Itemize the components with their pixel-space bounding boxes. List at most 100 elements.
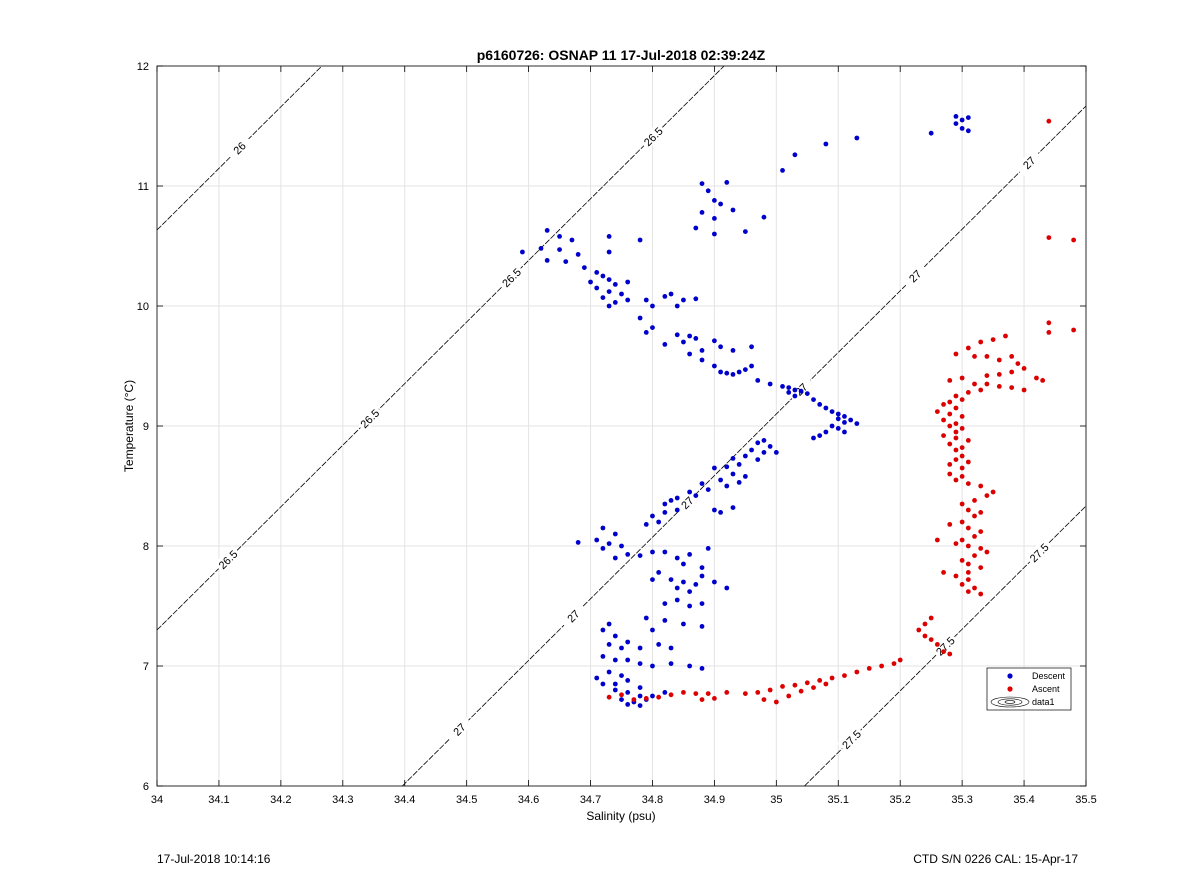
- isopycnal-label-bg: [1024, 538, 1053, 567]
- point-descent: [773, 450, 779, 455]
- point-descent: [842, 414, 847, 419]
- point-ascent: [922, 633, 928, 639]
- legend-marker-ascent: [1007, 686, 1013, 692]
- point-ascent: [934, 537, 940, 543]
- point-descent: [557, 234, 562, 239]
- point-ascent: [965, 345, 971, 351]
- point-ascent: [842, 673, 847, 678]
- point-ascent: [916, 627, 922, 633]
- point-descent: [724, 585, 730, 591]
- point-descent: [612, 633, 618, 639]
- x-tick-label: 34.9: [704, 794, 725, 806]
- point-ascent: [773, 699, 779, 705]
- y-tick-label: 12: [137, 61, 149, 73]
- point-ascent: [984, 373, 990, 378]
- point-ascent: [996, 372, 1002, 377]
- point-descent: [953, 121, 959, 126]
- isopycnal-label-bg: [1014, 148, 1043, 177]
- y-axis-label: Temperature (°C): [122, 380, 136, 472]
- y-tick-label: 11: [138, 181, 149, 193]
- point-descent: [600, 627, 606, 633]
- point-ascent: [947, 522, 953, 527]
- point-ascent: [959, 537, 965, 543]
- point-descent: [693, 225, 699, 231]
- point-descent: [823, 405, 829, 411]
- point-descent: [730, 505, 736, 510]
- point-descent: [612, 687, 618, 693]
- point-descent: [625, 639, 631, 645]
- point-descent: [965, 115, 971, 120]
- point-ascent: [965, 390, 971, 395]
- point-descent: [755, 440, 761, 446]
- chart-title: p6160726: OSNAP 11 17-Jul-2018 02:39:24Z: [477, 47, 766, 63]
- point-ascent: [972, 381, 977, 387]
- grid: [156, 65, 1087, 787]
- point-descent: [699, 210, 705, 215]
- point-descent: [718, 344, 723, 350]
- point-descent: [848, 417, 854, 423]
- point-descent: [594, 285, 600, 291]
- point-descent: [742, 367, 748, 372]
- point-ascent: [1040, 378, 1046, 383]
- point-descent: [792, 393, 798, 399]
- point-descent: [619, 543, 624, 549]
- isopycnal-label-bg: [355, 404, 384, 432]
- point-descent: [786, 385, 792, 390]
- point-descent: [650, 693, 655, 699]
- point-ascent: [965, 481, 971, 486]
- point-ascent: [953, 477, 959, 483]
- point-descent: [600, 525, 606, 531]
- isopycnal-line: [156, 65, 725, 631]
- point-ascent: [656, 694, 662, 700]
- point-ascent: [1046, 320, 1052, 326]
- point-descent: [637, 703, 643, 708]
- point-descent: [674, 555, 680, 561]
- point-descent: [712, 216, 717, 221]
- point-descent: [544, 258, 550, 263]
- point-ascent: [996, 384, 1002, 389]
- point-ascent: [965, 459, 971, 465]
- isopycnal-label-bg: [559, 601, 587, 630]
- point-ascent: [755, 690, 761, 695]
- point-descent: [767, 381, 773, 387]
- point-descent: [718, 369, 723, 375]
- point-descent: [730, 471, 736, 477]
- point-ascent: [965, 543, 971, 549]
- legend-label-ascent: Ascent: [1032, 684, 1060, 694]
- point-descent: [718, 510, 723, 515]
- point-descent: [712, 363, 717, 369]
- point-descent: [835, 411, 841, 417]
- point-ascent: [972, 513, 977, 519]
- y-tick-label: 7: [143, 661, 149, 673]
- point-descent: [835, 416, 841, 422]
- x-tick-label: 35.3: [951, 794, 972, 806]
- y-tick-label: 9: [143, 421, 149, 433]
- point-ascent: [922, 621, 928, 627]
- point-ascent: [1046, 330, 1052, 335]
- point-ascent: [941, 417, 946, 423]
- point-ascent: [953, 393, 959, 399]
- point-descent: [606, 277, 612, 282]
- point-descent: [662, 510, 668, 515]
- point-ascent: [1003, 333, 1008, 339]
- point-descent: [619, 673, 624, 678]
- point-descent: [625, 702, 631, 707]
- point-ascent: [965, 561, 971, 567]
- point-descent: [674, 507, 680, 513]
- point-ascent: [978, 339, 984, 345]
- point-descent: [674, 303, 680, 309]
- point-ascent: [941, 402, 946, 407]
- point-descent: [612, 282, 618, 287]
- point-descent: [637, 645, 643, 651]
- point-descent: [749, 344, 754, 350]
- point-ascent: [606, 694, 612, 700]
- point-descent: [829, 409, 835, 414]
- point-ascent: [959, 453, 965, 459]
- point-ascent: [978, 387, 984, 393]
- point-descent: [693, 582, 699, 587]
- point-ascent: [972, 534, 977, 539]
- point-descent: [643, 522, 649, 527]
- point-ascent: [959, 558, 965, 563]
- x-tick-label: 34.5: [456, 794, 477, 806]
- point-descent: [823, 429, 829, 435]
